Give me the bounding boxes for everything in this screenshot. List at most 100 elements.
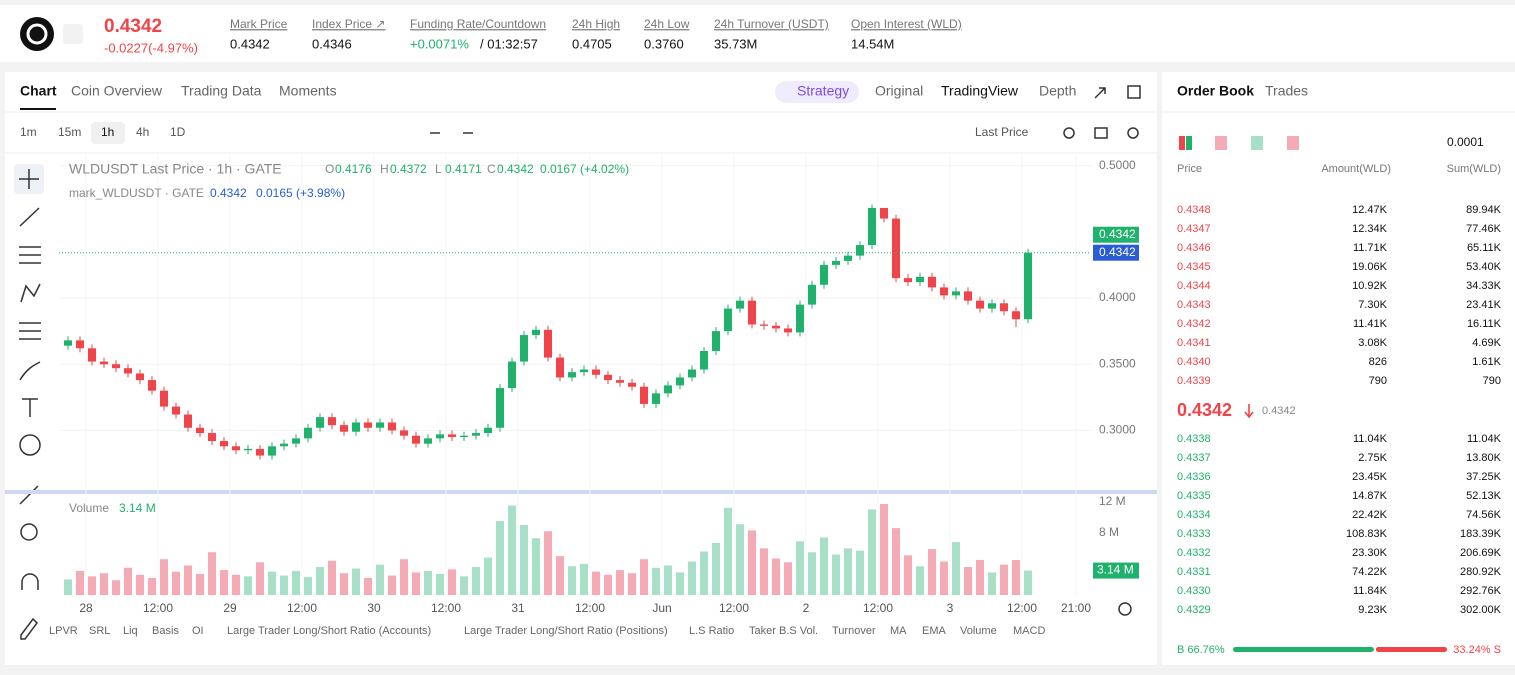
interval-active[interactable] [91, 122, 125, 144]
tool-icon[interactable] [19, 246, 41, 264]
indicator[interactable]: Volume [960, 625, 997, 637]
indicator[interactable]: Large Trader Long/Short Ratio (Positions… [464, 625, 668, 637]
view-tab[interactable]: TradingView [941, 83, 1019, 99]
indicator[interactable]: LPVR [49, 625, 78, 637]
tab[interactable]: Moments [279, 83, 337, 99]
tool-icon[interactable] [20, 617, 38, 640]
indicator[interactable]: MA [890, 625, 907, 637]
indicator[interactable]: Large Trader Long/Short Ratio (Accounts) [227, 625, 431, 637]
view-icon[interactable] [1251, 136, 1263, 150]
candle-body [796, 304, 804, 333]
tool-icon[interactable] [19, 361, 41, 381]
volume-bar [76, 570, 84, 595]
book-sum: 52.13K [1466, 490, 1502, 502]
view-icon[interactable] [1179, 136, 1185, 150]
sell-ratio: 33.24% S [1453, 644, 1501, 656]
view-icon[interactable] [1215, 136, 1227, 150]
indicator[interactable]: Taker B.S Vol. [749, 625, 818, 637]
stat-value: +0.0071% [410, 36, 469, 51]
interval[interactable]: 15m [58, 125, 81, 139]
candle-body [592, 369, 600, 375]
volume-value: 3.14 M [119, 501, 156, 515]
candle-body [184, 414, 192, 428]
toolbar-icons [19, 85, 1141, 640]
indicator[interactable]: Liq [123, 625, 138, 637]
view-tab[interactable]: Strategy [797, 83, 849, 99]
book-amount: 74.22K [1352, 566, 1388, 578]
volume-bar [772, 558, 780, 595]
tab[interactable]: Chart [20, 83, 57, 99]
volume-bar [292, 570, 300, 595]
candle-body [532, 329, 540, 336]
candle-body [700, 350, 708, 370]
book-tab[interactable]: Trades [1265, 83, 1308, 99]
stat-label: Index Price ↗ [312, 17, 385, 31]
candle-body [160, 390, 168, 407]
view-icon[interactable] [1287, 136, 1299, 150]
view-tab[interactable]: Original [875, 83, 923, 99]
view-icon[interactable] [1186, 136, 1192, 150]
tool-icon[interactable] [21, 573, 39, 590]
tool-icon[interactable] [19, 434, 41, 456]
search-icon[interactable] [1063, 127, 1075, 139]
price-type[interactable]: Last Price [975, 125, 1029, 139]
stat-label: 24h Low [644, 17, 690, 31]
candle-body [736, 300, 744, 309]
indicator[interactable]: Turnover [832, 625, 876, 637]
stat-label: 24h Turnover (USDT) [714, 17, 829, 31]
x-tick-label: 30 [367, 601, 381, 615]
stat-label: Open Interest (WLD) [851, 17, 962, 31]
volume-bar [448, 569, 456, 595]
candle-body [232, 446, 240, 451]
volume-bar [844, 548, 852, 595]
volume-bar [472, 567, 480, 595]
tool-icon[interactable] [22, 398, 38, 417]
indicator[interactable]: Basis [152, 625, 179, 637]
indicator[interactable]: OI [192, 625, 204, 637]
candle-body [316, 417, 324, 428]
book-amount: 11.84K [1353, 585, 1388, 597]
tab[interactable]: Trading Data [181, 83, 262, 99]
precision[interactable]: 0.0001 [1447, 135, 1484, 149]
settings-icon[interactable] [1118, 602, 1132, 616]
book-tab[interactable]: Order Book [1177, 83, 1254, 99]
volume-bar [100, 573, 108, 595]
stat-value: 0.4346 [312, 36, 352, 51]
book-last: 0.4342 [1177, 400, 1232, 420]
tool-icon[interactable] [19, 207, 40, 227]
indicator[interactable]: L.S Ratio [689, 625, 734, 637]
settings-icon[interactable] [1127, 127, 1139, 139]
tab[interactable]: Coin Overview [71, 83, 163, 99]
indicator[interactable]: MACD [1013, 625, 1045, 637]
book-price: 0.4338 [1177, 433, 1211, 445]
book-sum: 37.25K [1466, 471, 1502, 483]
indicator[interactable]: EMA [922, 625, 947, 637]
candle-body [424, 438, 432, 444]
camera-icon[interactable] [1094, 127, 1108, 139]
interval[interactable]: 4h [136, 125, 149, 139]
volume-bar [1024, 570, 1032, 595]
strategy-pill[interactable] [775, 81, 859, 103]
interval[interactable]: 1h [101, 125, 114, 139]
book-price: 0.4346 [1177, 242, 1211, 254]
candle-body [1012, 311, 1020, 320]
volume-bar [460, 576, 468, 595]
book-price: 0.4345 [1177, 261, 1211, 273]
tool-icon[interactable] [19, 485, 39, 505]
candle-body [520, 335, 528, 362]
layout-icon[interactable] [1127, 85, 1141, 99]
tool-icon[interactable] [19, 322, 41, 340]
book-amount: 2.75K [1358, 452, 1387, 464]
favorite[interactable] [63, 24, 83, 44]
interval[interactable]: 1D [170, 125, 186, 139]
volume-bar [124, 567, 132, 595]
interval[interactable]: 1m [20, 125, 37, 139]
tool-icon[interactable] [20, 523, 38, 541]
view-tab[interactable]: Depth [1039, 83, 1076, 99]
tool-icon[interactable] [20, 283, 41, 303]
indicator[interactable]: SRL [89, 625, 110, 637]
expand-icon[interactable] [1094, 87, 1106, 99]
x-tick-label: 12:00 [1007, 601, 1037, 615]
volume-bar [148, 577, 156, 595]
